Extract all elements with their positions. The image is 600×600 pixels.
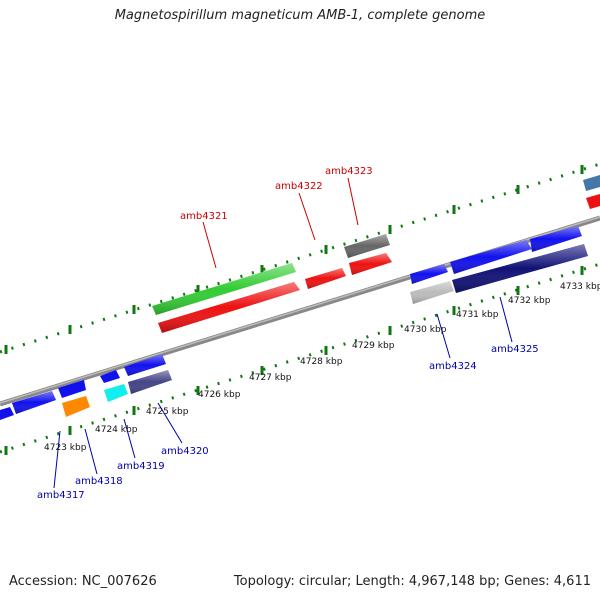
gene-amb4319-cyan[interactable] [104,384,128,402]
tick-label-4728: 4728 kbp [300,357,343,367]
gene-label-amb4322[interactable]: amb4322 [275,181,323,192]
upper-guide-line [0,162,600,354]
gene-label-amb4317[interactable]: amb4317 [37,490,85,501]
tick-label-4731: 4731 kbp [456,310,499,320]
gene-label-amb4323[interactable]: amb4323 [325,166,373,177]
bottom-strand-genes [62,244,588,417]
genome-title: Magnetospirillum magneticum AMB-1, compl… [114,8,486,23]
tick-labels: 4723 kbp 4724 kbp 4725 kbp 4726 kbp 4727… [44,282,600,453]
gene-blue-left-4[interactable] [100,370,120,383]
gene-label-amb4320[interactable]: amb4320 [161,446,209,457]
leader-lines [53,177,513,489]
tick-label-4723: 4723 kbp [44,443,87,453]
top-strand-genes [0,175,600,420]
tick-label-4724: 4724 kbp [95,425,138,435]
gene-steel-edge[interactable] [583,175,600,191]
tick-label-4729: 4729 kbp [352,341,395,351]
tick-label-4730: 4730 kbp [404,325,447,335]
tick-label-4726: 4726 kbp [198,390,241,400]
gene-blue-left-1[interactable] [0,407,14,420]
accession-label: Accession: NC_007626 [9,574,157,589]
tick-label-4732: 4732 kbp [508,296,551,306]
genome-summary: Topology: circular; Length: 4,967,148 bp… [233,574,591,589]
gene-blue-left-3[interactable] [58,380,86,398]
gene-red-edge[interactable] [586,194,600,209]
tick-label-4725: 4725 kbp [146,407,189,417]
gene-label-amb4318[interactable]: amb4318 [75,476,123,487]
tick-label-4733: 4733 kbp [560,282,600,292]
gene-labels: amb4321 amb4322 amb4323 amb4317 amb4318 … [37,166,539,501]
gene-label-amb4325[interactable]: amb4325 [491,344,539,355]
gene-label-amb4321[interactable]: amb4321 [180,211,228,222]
gene-amb4318-orange[interactable] [62,396,90,417]
lower-major-ticks [4,266,584,455]
tick-label-4727: 4727 kbp [249,373,292,383]
gene-label-amb4324[interactable]: amb4324 [429,361,477,372]
gene-label-amb4319[interactable]: amb4319 [117,461,165,472]
